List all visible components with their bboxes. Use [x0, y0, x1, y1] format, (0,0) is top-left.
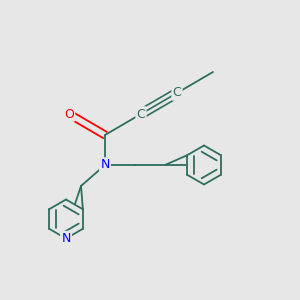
Text: C: C: [172, 86, 182, 100]
Text: C: C: [136, 107, 146, 121]
Text: O: O: [64, 107, 74, 121]
Text: N: N: [61, 232, 71, 245]
Text: N: N: [100, 158, 110, 172]
